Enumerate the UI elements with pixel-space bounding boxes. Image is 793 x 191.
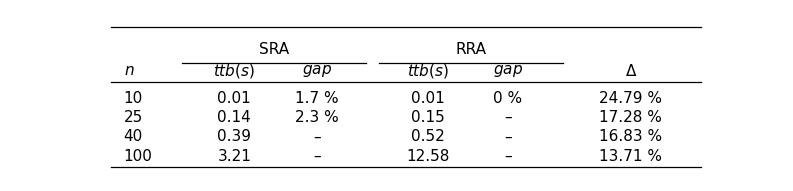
Text: 24.79 %: 24.79 % xyxy=(600,91,662,106)
Text: $\mathit{ttb(s)}$: $\mathit{ttb(s)}$ xyxy=(213,62,255,80)
Text: SRA: SRA xyxy=(259,42,289,57)
Text: 0 %: 0 % xyxy=(493,91,523,106)
Text: 0.01: 0.01 xyxy=(411,91,445,106)
Text: $\Delta$: $\Delta$ xyxy=(625,63,637,79)
Text: –: – xyxy=(504,110,511,125)
Text: 10: 10 xyxy=(124,91,143,106)
Text: –: – xyxy=(313,149,321,164)
Text: $n$: $n$ xyxy=(124,63,134,78)
Text: $\mathit{ttb(s)}$: $\mathit{ttb(s)}$ xyxy=(407,62,449,80)
Text: 0.39: 0.39 xyxy=(217,129,251,144)
Text: 25: 25 xyxy=(124,110,143,125)
Text: $\mathit{gap}$: $\mathit{gap}$ xyxy=(492,63,523,79)
Text: 0.15: 0.15 xyxy=(411,110,445,125)
Text: 17.28 %: 17.28 % xyxy=(600,110,662,125)
Text: 3.21: 3.21 xyxy=(217,149,251,164)
Text: 40: 40 xyxy=(124,129,143,144)
Text: 100: 100 xyxy=(124,149,152,164)
Text: –: – xyxy=(504,149,511,164)
Text: RRA: RRA xyxy=(455,42,486,57)
Text: 0.52: 0.52 xyxy=(411,129,445,144)
Text: –: – xyxy=(313,129,321,144)
Text: 2.3 %: 2.3 % xyxy=(296,110,339,125)
Text: 13.71 %: 13.71 % xyxy=(600,149,662,164)
Text: 12.58: 12.58 xyxy=(406,149,450,164)
Text: 16.83 %: 16.83 % xyxy=(600,129,662,144)
Text: –: – xyxy=(504,129,511,144)
Text: $\mathit{gap}$: $\mathit{gap}$ xyxy=(302,63,332,79)
Text: 1.7 %: 1.7 % xyxy=(296,91,339,106)
Text: 0.14: 0.14 xyxy=(217,110,251,125)
Text: 0.01: 0.01 xyxy=(217,91,251,106)
